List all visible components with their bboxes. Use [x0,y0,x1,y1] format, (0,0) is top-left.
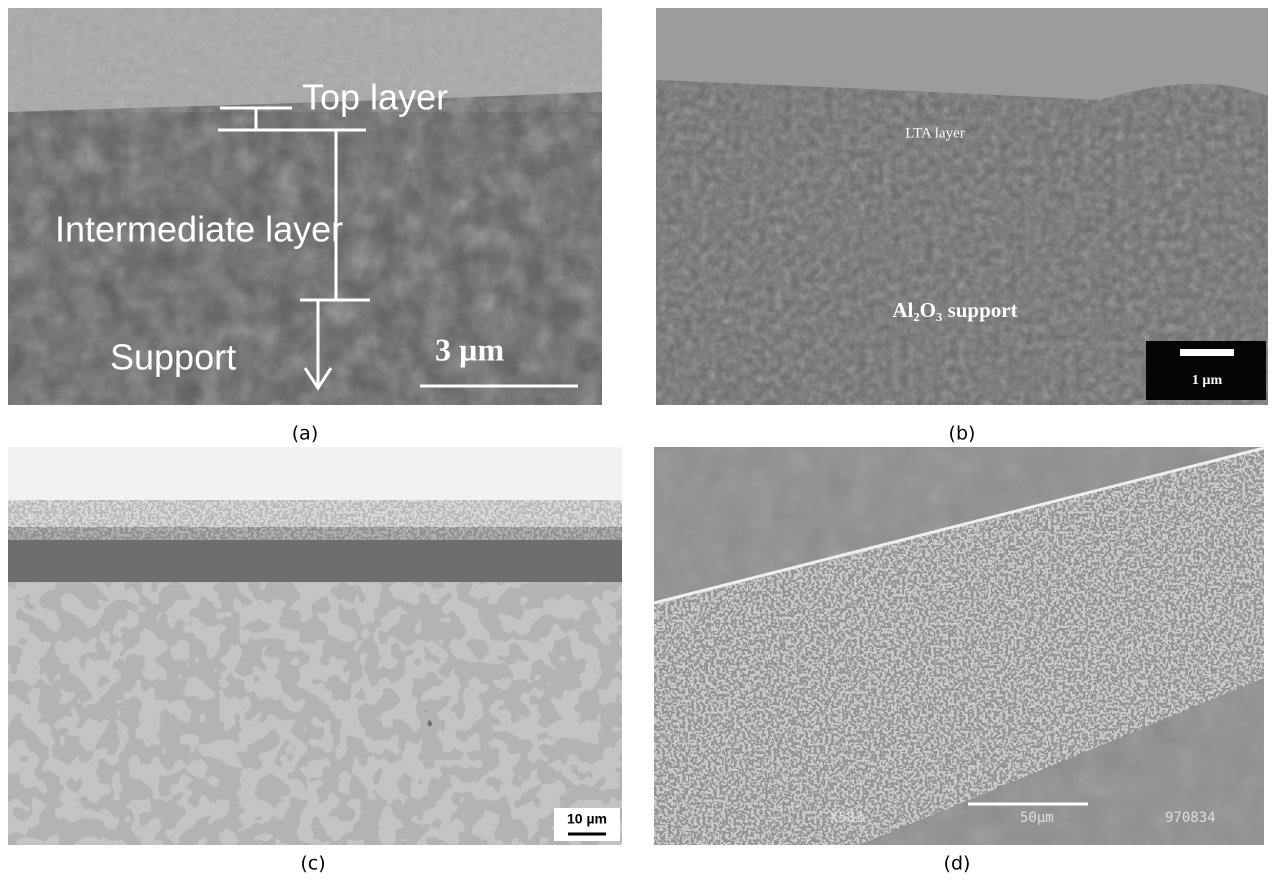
figure: Top layer Intermediate layer Support 3 µ… [0,0,1274,884]
label: Al₂O₃ support [892,298,1017,322]
scale-bar [1180,349,1234,356]
label: Top layer [302,77,448,118]
caption: (d) [944,853,971,875]
label: LTA layer [905,125,964,141]
panel-d: X583 50µm 970834 (d) [654,447,1264,875]
panel-c: 10 µm (c) [8,447,622,875]
panel-a: Top layer Intermediate layer Support 3 µ… [8,8,602,445]
dense-layer [8,540,622,582]
porous-region [8,580,622,845]
page: {"panels": [ {"caption": "(a)", "labels"… [0,0,1274,884]
scale-label: 3 µm [435,331,504,367]
scale-label: 1 µm [1192,373,1223,388]
surface-layer [8,500,622,540]
caption: (a) [292,423,318,445]
panel-b: LTA layer Al₂O₃ support 1 µm (b) [656,8,1268,445]
label: Support [110,337,236,378]
label: 970834 [1165,810,1216,826]
label: Intermediate layer [55,209,343,250]
scale-label: 50µm [1020,810,1054,826]
caption: (c) [300,853,325,875]
scale-label: 10 µm [567,811,607,827]
label: X583 [830,810,864,826]
caption: (b) [949,423,976,445]
